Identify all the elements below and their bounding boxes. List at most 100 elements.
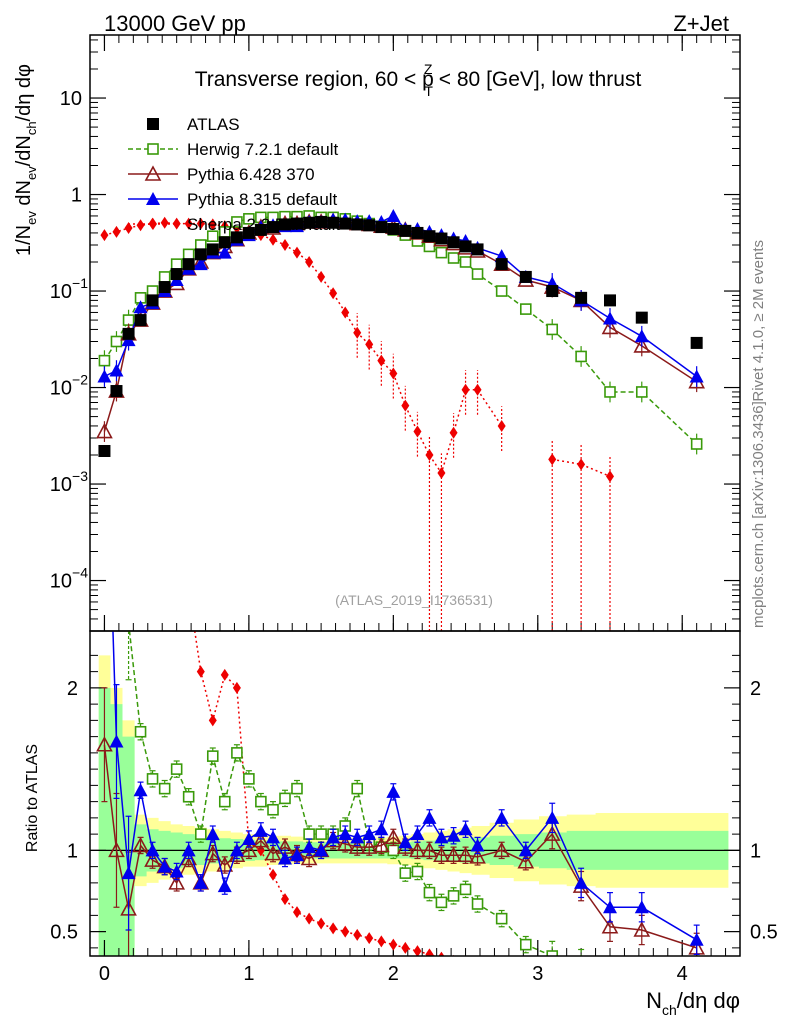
data-point-sherpa-2-2-5-default — [437, 467, 446, 480]
data-point-sherpa-2-2-5-default — [100, 229, 109, 242]
data-point-atlas — [447, 236, 460, 249]
data-point-atlas — [495, 258, 508, 271]
ratio-point-pythia-8-315-default — [133, 783, 148, 797]
data-point-sherpa-2-2-5-default — [160, 216, 169, 229]
data-point-atlas — [170, 268, 183, 281]
ratio-point-herwig-7-2-1-default — [218, 795, 231, 808]
data-point-sherpa-2-2-5-default — [577, 458, 586, 471]
data-point-sherpa-2-2-5-default — [292, 246, 301, 259]
ratio-point-pythia-8-315-default — [289, 848, 304, 862]
ratio-point-pythia-6-428-370 — [469, 848, 486, 864]
band-outer — [98, 655, 729, 956]
ratio-point-herwig-7-2-1-default — [170, 763, 183, 775]
series-sherpa-2-2-5-default — [100, 216, 614, 631]
title-pre: Transverse region, 60 < p — [195, 68, 434, 91]
ratio-point-herwig-7-2-1-default — [124, 618, 134, 628]
data-point-sherpa-2-2-5-default — [269, 233, 278, 246]
data-point-atlas — [327, 216, 340, 229]
ratio-y-tick-label: 0.5 — [50, 922, 78, 944]
ratio-point-pythia-8-315-default — [362, 827, 377, 841]
series-line-sherpa-2-2-5-default — [104, 222, 611, 478]
main-panel: 10−4 10−3 10−2 10−1 1 10 Transverse region, 6… — [13, 34, 741, 632]
data-point-atlas — [519, 270, 532, 283]
data-point-atlas — [315, 215, 328, 228]
x-label-sub: ch — [662, 1002, 677, 1018]
ratio-point-pythia-6-428-370 — [204, 844, 222, 861]
data-point-sherpa-2-2-5-default — [112, 225, 121, 238]
data-point-atlas — [158, 281, 171, 294]
ratio-point-pythia-8-315-default — [169, 864, 184, 878]
ratio-series-layer — [96, 618, 706, 970]
ratio-point-sherpa-2-2-5-default — [220, 668, 229, 681]
main-title: Transverse region, 60 < pZ T < 80 [GeV], … — [195, 61, 642, 99]
ratio-y-tick-label-right: 0.5 — [750, 922, 778, 944]
ratio-point-herwig-7-2-1-default — [194, 828, 207, 840]
data-point-sherpa-2-2-5-default — [548, 453, 557, 466]
main-y-tick-label: 10−2 — [50, 372, 88, 400]
ratio-y-tick-label: 2 — [67, 678, 78, 700]
ratio-point-herwig-7-2-1-default — [387, 844, 400, 857]
ratio-point-herwig-7-2-1-default — [447, 890, 460, 902]
legend-marker — [147, 143, 159, 155]
ratio-point-herwig-7-2-1-default — [291, 782, 303, 795]
x-tick-label: 1 — [243, 963, 254, 985]
ratio-point-pythia-6-428-370 — [348, 838, 366, 854]
data-point-herwig-7-2-1-default — [98, 354, 111, 367]
ratio-point-herwig-7-2-1-default — [399, 867, 412, 879]
ratio-point-pythia-8-315-default — [603, 900, 617, 914]
ratio-point-pythia-8-315-default — [434, 830, 449, 844]
ratio-point-herwig-7-2-1-default — [459, 883, 472, 896]
x-axis-label: Nch/dη dφ — [646, 988, 740, 1018]
ratio-point-sherpa-2-2-5-default — [462, 958, 470, 970]
ratio-point-sherpa-2-2-5-default — [341, 925, 350, 938]
data-point-pythia-8-315-default — [603, 311, 617, 325]
main-y-axis-label: 1/Nev dNev/dNch/dη dφ — [13, 64, 39, 256]
ratio-point-pythia-8-315-default — [109, 734, 124, 748]
ratio-point-pythia-8-315-default — [410, 827, 425, 841]
x-tick-label: 2 — [388, 963, 399, 985]
ratio-point-herwig-7-2-1-default — [471, 898, 484, 910]
series-atlas — [98, 215, 703, 457]
ratio-point-sherpa-2-2-5-default — [196, 665, 205, 678]
ratio-point-pythia-6-428-370 — [445, 846, 462, 863]
data-point-sherpa-2-2-5-default — [401, 399, 410, 412]
ratio-point-pythia-6-428-370 — [360, 838, 378, 854]
ratio-point-pythia-6-428-370 — [457, 846, 474, 863]
ratio-y-tick-label: 1 — [67, 840, 78, 862]
ratio-point-pythia-6-428-370 — [336, 835, 354, 851]
data-point-herwig-7-2-1-default — [447, 252, 460, 264]
ratio-point-pythia-8-315-default — [634, 900, 649, 914]
ratio-point-herwig-7-2-1-default — [546, 950, 559, 956]
data-point-atlas — [290, 217, 303, 230]
ratio-point-pythia-8-315-default — [193, 875, 208, 889]
ratio-point-pythia-8-315-default — [205, 827, 220, 841]
data-point-herwig-7-2-1-default — [519, 303, 532, 315]
data-point-pythia-8-315-default — [217, 245, 232, 259]
ratio-point-pythia-6-428-370 — [108, 841, 125, 858]
data-point-atlas — [387, 222, 400, 235]
data-point-sherpa-2-2-5-default — [305, 255, 314, 268]
data-point-atlas — [134, 314, 147, 327]
data-point-herwig-7-2-1-default — [546, 323, 559, 336]
data-point-sherpa-2-2-5-default — [449, 426, 458, 439]
data-point-sherpa-2-2-5-default — [136, 219, 145, 232]
data-point-sherpa-2-2-5-default — [281, 238, 289, 251]
data-point-herwig-7-2-1-default — [459, 256, 472, 268]
data-point-herwig-7-2-1-default — [604, 386, 616, 398]
data-point-sherpa-2-2-5-default — [497, 419, 506, 432]
ratio-point-sherpa-2-2-5-default — [438, 951, 445, 956]
ratio-point-herwig-7-2-1-default — [243, 773, 255, 785]
legend-label: Sherpa 2.2.5 default — [187, 215, 340, 234]
legend-label: Herwig 7.2.1 default — [187, 140, 338, 159]
x-tick-label: 4 — [677, 963, 688, 985]
data-point-atlas — [254, 223, 267, 236]
data-point-pythia-6-428-370 — [96, 422, 113, 439]
ratio-point-herwig-7-2-1-default — [495, 912, 508, 925]
ratio-point-pythia-8-315-default — [229, 843, 244, 857]
data-point-atlas — [146, 294, 159, 307]
data-point-atlas — [279, 218, 291, 231]
ratio-point-herwig-7-2-1-default — [279, 792, 291, 805]
ratio-point-herwig-7-2-1-default — [411, 865, 424, 878]
data-point-atlas — [339, 217, 352, 230]
data-point-atlas — [122, 327, 135, 340]
